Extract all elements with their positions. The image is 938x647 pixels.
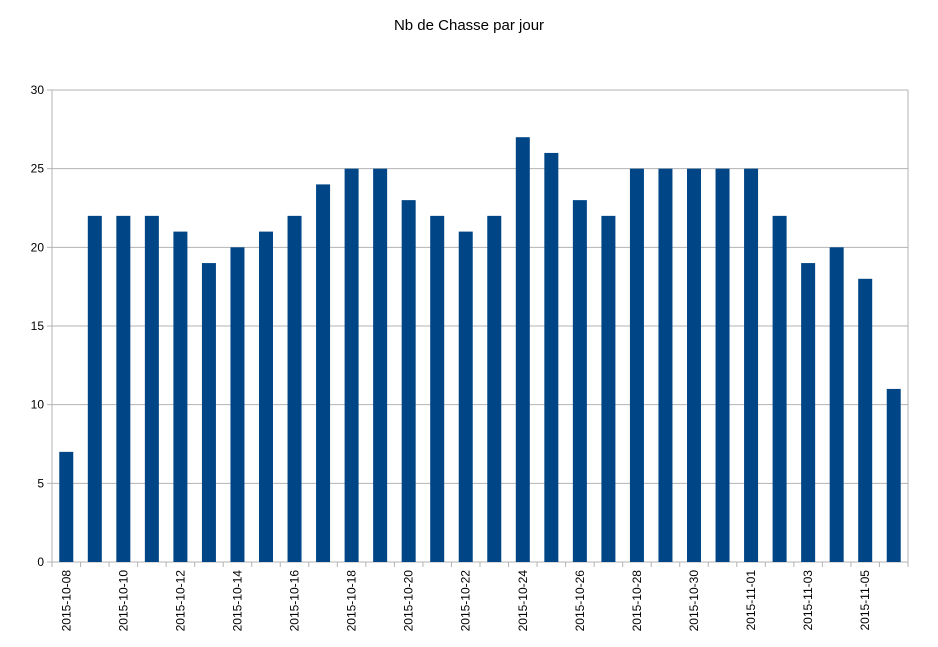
x-tick-label: 2015-10-12	[173, 570, 187, 632]
bar-2015-11-02	[772, 215, 787, 562]
y-tick-label: 30	[31, 83, 45, 97]
bar-2015-10-17	[316, 184, 331, 562]
x-tick-labels: 2015-10-08 2015-10-10 2015-10-12 2015-10-14…	[59, 570, 872, 632]
y-tick-label: 10	[31, 398, 45, 412]
bar-2015-10-12	[173, 231, 188, 562]
bar-2015-10-24	[515, 137, 530, 562]
bar-2015-10-21	[430, 215, 445, 562]
bar-2015-11-01	[744, 168, 759, 562]
bar-2015-11-03	[801, 263, 816, 562]
x-tick-label: 2015-10-28	[630, 570, 644, 632]
bars	[59, 137, 901, 563]
x-tick-label: 2015-10-24	[516, 570, 530, 632]
x-tick-label: 2015-10-14	[230, 570, 244, 632]
y-tick-label: 15	[31, 319, 45, 333]
axes	[47, 89, 909, 567]
bar-2015-10-20	[401, 200, 416, 562]
bar-2015-10-28	[629, 168, 644, 562]
x-tick-label: 2015-10-26	[573, 570, 587, 632]
bar-2015-10-26	[572, 200, 587, 562]
x-tick-label: 2015-10-10	[116, 570, 130, 632]
x-tick-label: 2015-10-16	[288, 570, 302, 632]
bar-2015-11-04	[829, 247, 844, 563]
y-tick-label: 5	[37, 476, 44, 490]
x-tick-label: 2015-10-30	[687, 570, 701, 632]
bar-2015-10-16	[287, 215, 302, 562]
bar-2015-10-30	[687, 168, 701, 562]
bar-2015-10-27	[601, 215, 616, 562]
y-tick-labels: 0 5 10 15 20 25 30	[31, 83, 45, 569]
bar-2015-10-15	[259, 231, 273, 562]
x-tick-label: 2015-10-08	[59, 570, 73, 632]
bar-2015-10-18	[344, 168, 359, 562]
bar-2015-11-05	[858, 278, 873, 562]
bar-2015-10-25	[544, 152, 559, 562]
bar-2015-10-08	[59, 451, 74, 562]
bar-2015-11-06	[886, 388, 901, 562]
bar-2015-10-23	[487, 215, 502, 562]
bar-2015-10-13	[201, 263, 216, 562]
bar-2015-10-31	[715, 168, 730, 562]
y-tick-label: 20	[31, 240, 45, 254]
bar-2015-10-29	[658, 168, 673, 562]
bar-2015-10-14	[230, 247, 245, 563]
bar-2015-10-11	[144, 215, 159, 562]
x-tick-label: 2015-11-05	[858, 570, 872, 631]
x-tick-label: 2015-10-20	[402, 570, 416, 632]
x-tick-label: 2015-10-22	[459, 570, 473, 632]
bar-2015-10-22	[458, 231, 473, 562]
bar-2015-10-09	[87, 215, 102, 562]
x-tick-label: 2015-11-03	[801, 570, 815, 631]
bar-2015-10-19	[373, 168, 388, 562]
bar-2015-10-10	[116, 215, 131, 562]
y-tick-label: 0	[37, 555, 44, 569]
y-tick-label: 25	[31, 162, 45, 176]
x-tick-label: 2015-10-18	[345, 570, 359, 632]
chart-title: Nb de Chasse par jour	[393, 17, 545, 34]
x-tick-label: 2015-11-01	[744, 570, 758, 631]
